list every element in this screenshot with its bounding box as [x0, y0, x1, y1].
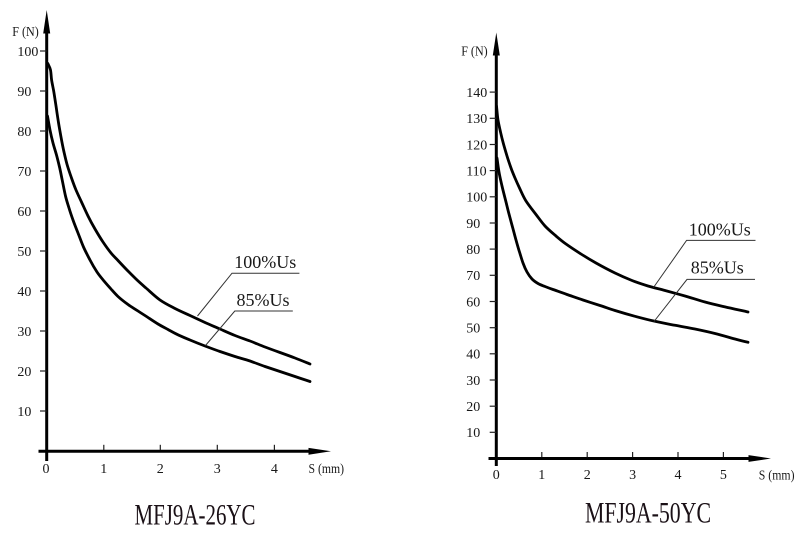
svg-text:85%Us: 85%Us — [691, 257, 744, 277]
svg-text:90: 90 — [17, 85, 31, 100]
svg-text:110: 110 — [466, 164, 486, 179]
svg-text:90: 90 — [466, 217, 480, 232]
svg-text:10: 10 — [466, 426, 480, 441]
svg-text:0: 0 — [43, 462, 50, 477]
svg-text:30: 30 — [466, 374, 480, 389]
svg-text:50: 50 — [466, 322, 480, 337]
svg-text:1: 1 — [538, 468, 545, 483]
svg-text:F (N): F (N) — [461, 45, 488, 60]
svg-text:40: 40 — [466, 348, 480, 363]
svg-text:2: 2 — [157, 462, 164, 477]
svg-text:S (mm): S (mm) — [309, 462, 345, 477]
svg-text:140: 140 — [466, 86, 487, 101]
svg-text:2: 2 — [584, 468, 591, 483]
svg-text:0: 0 — [493, 468, 500, 483]
svg-text:120: 120 — [466, 138, 487, 153]
svg-text:100%Us: 100%Us — [689, 219, 751, 239]
svg-text:60: 60 — [17, 205, 31, 220]
svg-text:1: 1 — [100, 462, 107, 477]
svg-text:F (N): F (N) — [12, 25, 39, 40]
svg-text:S (mm): S (mm) — [759, 469, 795, 484]
svg-text:80: 80 — [17, 125, 31, 140]
svg-text:70: 70 — [17, 165, 31, 180]
svg-text:3: 3 — [214, 462, 221, 477]
svg-text:40: 40 — [17, 285, 31, 300]
svg-text:MFJ9A-26YC: MFJ9A-26YC — [135, 499, 256, 531]
svg-text:30: 30 — [17, 325, 31, 340]
svg-text:20: 20 — [17, 365, 31, 380]
svg-text:130: 130 — [466, 112, 487, 127]
svg-text:100: 100 — [17, 45, 38, 60]
svg-text:5: 5 — [720, 468, 727, 483]
svg-text:MFJ9A-50YC: MFJ9A-50YC — [585, 497, 711, 529]
svg-text:3: 3 — [629, 468, 636, 483]
svg-text:10: 10 — [17, 405, 31, 420]
svg-text:80: 80 — [466, 243, 480, 258]
svg-text:50: 50 — [17, 245, 31, 260]
svg-text:4: 4 — [675, 468, 682, 483]
svg-text:85%Us: 85%Us — [237, 290, 290, 310]
svg-text:100: 100 — [466, 191, 487, 206]
svg-text:100%Us: 100%Us — [234, 252, 296, 272]
svg-text:70: 70 — [466, 269, 480, 284]
svg-text:60: 60 — [466, 295, 480, 310]
svg-text:20: 20 — [466, 400, 480, 415]
svg-text:4: 4 — [271, 462, 278, 477]
